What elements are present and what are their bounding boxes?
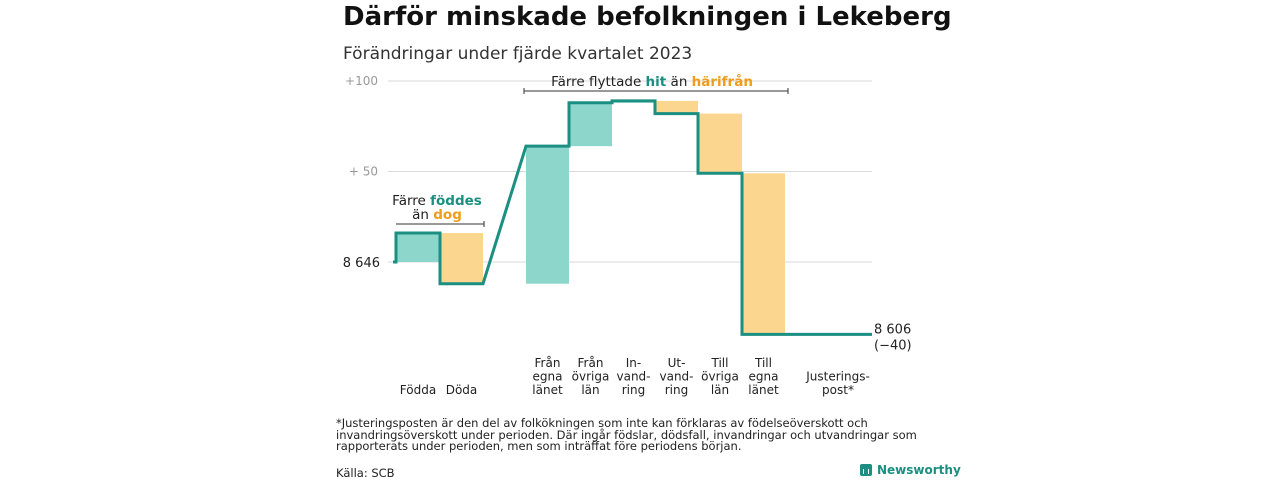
category-label: länet	[748, 383, 779, 397]
category-label: län	[581, 383, 599, 397]
end-value-label: 8 606	[874, 322, 911, 337]
annotation-text: än dog	[412, 207, 462, 223]
category-label: länet	[532, 383, 563, 397]
category-label: Justerings-	[805, 370, 870, 384]
y-tick-label: +100	[345, 74, 378, 88]
cumulative-step-line	[393, 99, 872, 336]
waterfall-bar	[742, 173, 785, 335]
category-label: Döda	[446, 383, 478, 397]
category-label: ring	[622, 383, 646, 397]
category-label: egna	[533, 370, 563, 384]
category-label: län	[711, 383, 729, 397]
waterfall-bar	[698, 113, 742, 174]
annotation-segment: Färre flyttade	[551, 74, 645, 90]
chart-subtitle: Förändringar under fjärde kvartalet 2023	[343, 44, 693, 64]
source-label: Källa: SCB	[336, 466, 395, 480]
bar-layer	[396, 100, 785, 335]
category-label: vand-	[616, 370, 650, 384]
category-label: övriga	[572, 370, 610, 384]
chart-title: Därför minskade befolkningen i Lekeberg	[343, 2, 952, 32]
waterfall-bar	[569, 102, 612, 147]
category-label: ring	[665, 383, 689, 397]
category-label: Till	[711, 356, 729, 370]
category-label: vand-	[659, 370, 693, 384]
brand: Newsworthy	[860, 463, 961, 477]
waterfall-bar	[440, 233, 483, 284]
line-layer	[393, 99, 872, 336]
annotation-segment: härifrån	[692, 73, 753, 90]
footnote: *Justeringsposten är den del av folkökni…	[336, 416, 917, 453]
annotation-segment: föddes	[430, 193, 482, 209]
newsworthy-logo-icon	[860, 464, 872, 476]
annotation-segment: än	[666, 74, 691, 90]
annotation-segment: Färre	[392, 193, 430, 209]
category-label: övriga	[701, 370, 739, 384]
category-label: post*	[822, 383, 854, 397]
waterfall-bar	[526, 146, 569, 284]
category-label: Ut-	[668, 356, 686, 370]
annotation-segment: dog	[433, 207, 462, 223]
category-label: Till	[754, 356, 772, 370]
annotation-segment: än	[412, 207, 433, 223]
waterfall-bar	[396, 233, 440, 262]
category-label: Födda	[400, 383, 436, 397]
category-label: In-	[626, 356, 641, 370]
category-label: egna	[749, 370, 779, 384]
category-label: Från	[535, 356, 561, 370]
end-change-label: (−40)	[874, 338, 912, 353]
waterfall-bar	[655, 100, 698, 114]
start-value-label: 8 646	[343, 256, 380, 271]
brand-name: Newsworthy	[877, 463, 961, 477]
category-label: Från	[578, 356, 604, 370]
y-tick-label: + 50	[349, 165, 378, 179]
annotation-text: Färre föddes	[392, 193, 482, 209]
annotation-text: Färre flyttade hit än härifrån	[551, 73, 753, 90]
annotation-segment: hit	[646, 74, 667, 90]
